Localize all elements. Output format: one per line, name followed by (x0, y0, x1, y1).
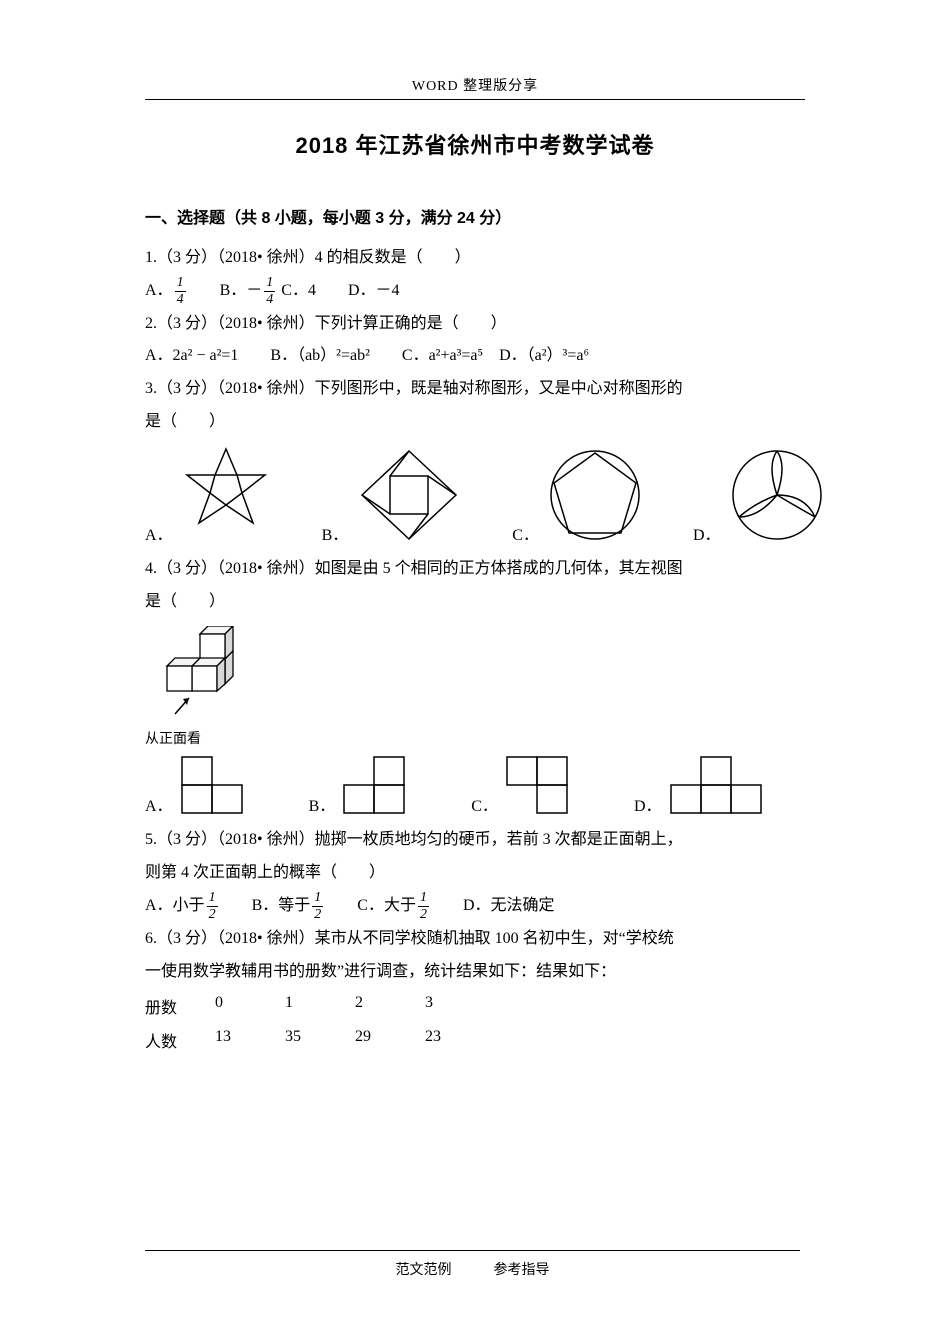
view-a-icon (179, 754, 249, 816)
frac-den: 2 (207, 906, 218, 922)
q3-opt-b: B． (322, 445, 465, 545)
q5-t1: 5.（3 分）（2018• 徐州）抛掷一枚质地均匀的硬币，若前 3 次都是正面朝… (145, 824, 683, 857)
frac-num: 1 (312, 891, 323, 906)
header-rule (145, 99, 805, 100)
q6-t1: 6.（3 分）（2018• 徐州）某市从不同学校随机抽取 100 名初中生，对“… (145, 923, 674, 956)
q4-opt-d: D． (634, 754, 768, 816)
q4-opt-b: B． (309, 754, 412, 816)
q6-table: 册数 0 1 2 3 人数 13 35 29 23 (145, 994, 805, 1052)
th: 3 (425, 994, 495, 1018)
pentagon-circle-icon (545, 445, 645, 545)
th: 2 (355, 994, 425, 1018)
frac-num: 1 (207, 891, 218, 906)
footer-text: 范文范例 参考指导 (396, 1263, 550, 1278)
q3-label-b: B． (322, 521, 349, 545)
q2-opts: A．2a² − a²=1 B．（ab）²=ab² C．a²+a³=a⁵ D．（a… (145, 340, 589, 373)
q1-b: B．－ (220, 275, 263, 308)
q3-label-a: A． (145, 521, 173, 545)
fraction-icon: 1 4 (175, 276, 186, 307)
frac-den: 2 (418, 906, 429, 922)
row-label: 人数 (145, 1028, 215, 1052)
frac-den: 2 (312, 906, 323, 922)
q5-l1: 5.（3 分）（2018• 徐州）抛掷一枚质地均匀的硬币，若前 3 次都是正面朝… (145, 824, 805, 857)
q4-t1: 4.（3 分）（2018• 徐州）如图是由 5 个相同的正方体搭成的几何体，其左… (145, 553, 683, 586)
q4-opt-c: C． (471, 754, 574, 816)
q1-text: 1.（3 分）（2018• 徐州）4 的相反数是（ ） (145, 242, 471, 275)
q3-label-d: D． (693, 521, 721, 545)
view-b-icon (341, 754, 411, 816)
q5-a: A．小于 (145, 890, 205, 923)
fraction-icon: 1 2 (418, 891, 429, 922)
q3-t2: 是（ ） (145, 406, 225, 439)
tri-arc-circle-icon (727, 445, 827, 545)
page-title: 2018 年江苏省徐州市中考数学试卷 (145, 128, 805, 160)
spacer (316, 275, 348, 308)
q4-lc: C． (471, 792, 498, 816)
q3-l2: 是（ ） (145, 406, 805, 439)
footer: 范文范例 参考指导 (0, 1250, 945, 1279)
q4-lb: B． (309, 792, 336, 816)
frac-num: 1 (418, 891, 429, 906)
q5-d: D．无法确定 (463, 890, 555, 923)
q5-options: A．小于 1 2 B．等于 1 2 C．大于 1 2 D．无法确定 (145, 890, 805, 923)
frac-num: 1 (264, 276, 275, 291)
q5-t2: 则第 4 次正面朝上的概率（ ） (145, 857, 385, 890)
fraction-icon: 1 2 (312, 891, 323, 922)
q5-c: C．大于 (357, 890, 416, 923)
q4-solid: 从正面看 (145, 626, 805, 748)
q6-l1: 6.（3 分）（2018• 徐州）某市从不同学校随机抽取 100 名初中生，对“… (145, 923, 805, 956)
spacer (431, 890, 463, 923)
q1-stem: 1.（3 分）（2018• 徐州）4 的相反数是（ ） (145, 242, 805, 275)
q3-l1: 3.（3 分）（2018• 徐州）下列图形中，既是轴对称图形，又是中心对称图形的 (145, 373, 805, 406)
rotated-square-icon (354, 445, 464, 545)
q3-figures: A． B． C． D． (145, 445, 805, 545)
q1-c: C．4 (281, 275, 316, 308)
q2-stem: 2.（3 分）（2018• 徐州）下列计算正确的是（ ） (145, 308, 805, 341)
q3-t1: 3.（3 分）（2018• 徐州）下列图形中，既是轴对称图形，又是中心对称图形的 (145, 373, 683, 406)
view-c-icon (504, 754, 574, 816)
q3-label-c: C． (512, 521, 539, 545)
spacer (325, 890, 357, 923)
footer-rule (145, 1250, 800, 1251)
q1-d: D．－4 (348, 275, 400, 308)
q4-l1: 4.（3 分）（2018• 徐州）如图是由 5 个相同的正方体搭成的几何体，其左… (145, 553, 805, 586)
fraction-icon: 1 4 (264, 276, 275, 307)
q2-text: 2.（3 分）（2018• 徐州）下列计算正确的是（ ） (145, 308, 507, 341)
q4-t2: 是（ ） (145, 586, 225, 619)
q4-options: A． B． C． D． (145, 754, 805, 816)
td: 35 (285, 1028, 355, 1052)
q4-opt-a: A． (145, 754, 249, 816)
q5-b: B．等于 (252, 890, 311, 923)
q5-l2: 则第 4 次正面朝上的概率（ ） (145, 857, 805, 890)
spacer (220, 890, 252, 923)
th: 册数 (145, 994, 215, 1018)
header-label: WORD 整理版分享 (145, 75, 805, 95)
star-icon (179, 445, 274, 545)
frac-den: 4 (264, 291, 275, 307)
q1-options: A． 1 4 B．－ 1 4 C．4 D．－4 (145, 275, 805, 308)
view-d-icon (668, 754, 768, 816)
cubes-icon (145, 626, 255, 721)
q3-opt-a: A． (145, 445, 274, 545)
q1-a: A． (145, 275, 173, 308)
q2-options: A．2a² − a²=1 B．（ab）²=ab² C．a²+a³=a⁵ D．（a… (145, 340, 805, 373)
q4-l2: 是（ ） (145, 586, 805, 619)
spacer (188, 275, 220, 308)
td: 23 (425, 1028, 495, 1052)
q4-la: A． (145, 792, 173, 816)
q3-opt-c: C． (512, 445, 645, 545)
frac-num: 1 (175, 276, 186, 291)
th: 1 (285, 994, 355, 1018)
q6-l2: 一使用数学教辅用书的册数”进行调查，统计结果如下：结果如下： (145, 956, 805, 989)
th: 0 (215, 994, 285, 1018)
q4-caption: 从正面看 (145, 728, 805, 748)
fraction-icon: 1 2 (207, 891, 218, 922)
td: 29 (355, 1028, 425, 1052)
section-heading: 一、选择题（共 8 小题，每小题 3 分，满分 24 分） (145, 204, 805, 228)
q3-opt-d: D． (693, 445, 827, 545)
q4-ld: D． (634, 792, 662, 816)
td: 13 (215, 1028, 285, 1052)
q6-t2: 一使用数学教辅用书的册数”进行调查，统计结果如下：结果如下： (145, 956, 616, 989)
frac-den: 4 (175, 291, 186, 307)
